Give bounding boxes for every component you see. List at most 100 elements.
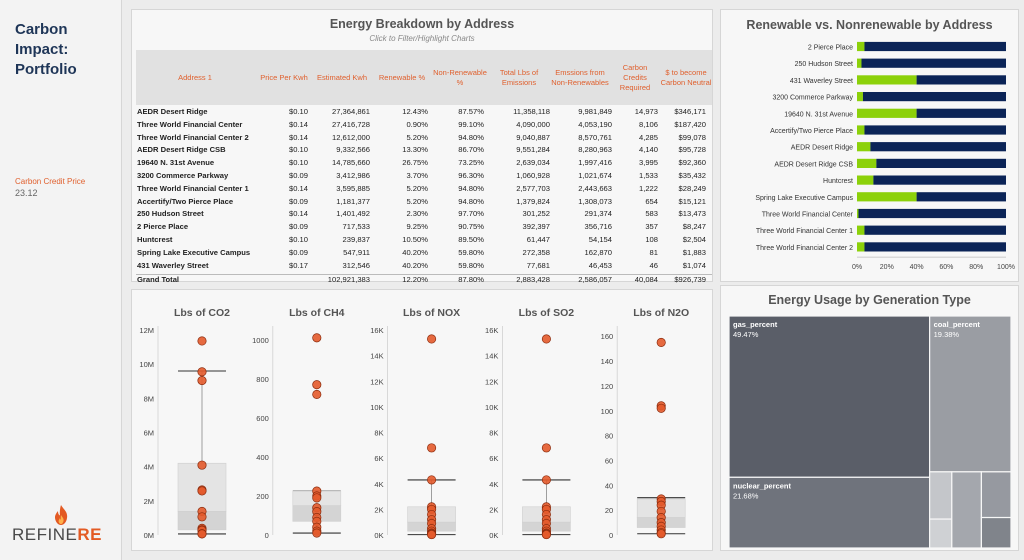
table-cell: 89.50% [458, 235, 484, 244]
nonrenewable-bar[interactable] [858, 208, 1006, 219]
data-point[interactable] [427, 530, 437, 540]
treemap-cell[interactable] [951, 471, 983, 549]
bar-category-label: Three World Financial Center [762, 212, 854, 219]
nonrenewable-bar[interactable] [864, 242, 1006, 252]
data-point[interactable] [197, 336, 207, 346]
nonrenewable-bar[interactable] [873, 175, 1006, 185]
table-row[interactable]: 19640 N. 31st Avenue $0.10 14,785,660 26.75… [136, 158, 712, 171]
treemap-cell[interactable] [980, 471, 1012, 519]
table-row[interactable]: 2 Pierce Place $0.09 717,533 9.25% 90.75% 392… [136, 222, 712, 235]
nonrenewable-bar[interactable] [864, 125, 1006, 135]
nonrenewable-bar[interactable] [916, 192, 1006, 202]
carbon-credit-price-value[interactable]: 23.12 [15, 188, 38, 198]
data-point[interactable] [541, 334, 551, 344]
table-row[interactable]: Three World Financial Center 2 $0.14 12,61… [136, 133, 712, 146]
table-row[interactable]: Three World Financial Center $0.14 27,416,… [136, 120, 712, 133]
column-header[interactable]: Emssions from Non-Renewables [551, 67, 609, 87]
treemap-cell[interactable] [728, 476, 931, 549]
renewable-bar[interactable] [857, 225, 865, 235]
renewable-bar[interactable] [857, 192, 917, 202]
table-cell: 96.30% [458, 171, 484, 180]
table-cell: 250 Hudson Street [137, 209, 204, 219]
nonrenewable-bar[interactable] [864, 225, 1006, 235]
renewable-bar[interactable] [857, 125, 865, 135]
renewable-bar[interactable] [857, 242, 865, 252]
table-row[interactable]: 431 Waverley Street $0.17 312,546 40.20% 59.… [136, 261, 712, 274]
table-row[interactable]: Spring Lake Executive Campus $0.09 547,911… [136, 248, 712, 261]
column-header[interactable]: Price Per Kwh [260, 72, 308, 82]
nonrenewable-bar[interactable] [916, 108, 1006, 118]
data-point[interactable] [541, 530, 551, 540]
data-point[interactable] [197, 529, 207, 539]
data-point[interactable] [541, 443, 551, 453]
table-cell: 87.80% [458, 275, 484, 285]
data-point[interactable] [656, 337, 666, 347]
table-cell: 12.20% [402, 275, 428, 285]
data-point[interactable] [656, 403, 666, 413]
data-point[interactable] [427, 475, 437, 485]
column-header[interactable]: Total Lbs of Emissions [499, 67, 539, 87]
column-header[interactable]: $ to become Carbon Neutral [660, 67, 712, 87]
table-total-row[interactable]: Grand Total 102,921,383 12.20% 87.80% 2,883,… [136, 274, 712, 287]
data-point[interactable] [541, 475, 551, 485]
data-point[interactable] [197, 512, 207, 522]
x-tick-label: 60% [939, 264, 953, 271]
column-header[interactable]: Estimated Kwh [316, 72, 368, 82]
table-cell: $8,247 [682, 222, 706, 232]
table-cell: 73.25% [458, 158, 484, 168]
table-row[interactable]: Three World Financial Center 1 $0.14 3,595… [136, 184, 712, 197]
treemap-cell[interactable] [980, 516, 1012, 549]
table-row[interactable]: 3200 Commerce Parkway $0.09 3,412,986 3.70%… [136, 171, 712, 184]
renewable-bar[interactable] [857, 142, 871, 152]
renewable-bar[interactable] [857, 175, 874, 185]
data-point[interactable] [427, 443, 437, 453]
column-header[interactable]: Renewable % [378, 72, 426, 82]
table-cell: 59.80% [458, 260, 484, 270]
nonrenewable-bar[interactable] [916, 75, 1006, 85]
nonrenewable-bar[interactable] [862, 92, 1006, 102]
bar-category-label: Three World Financial Center 2 [756, 245, 853, 252]
data-point[interactable] [312, 528, 322, 538]
data-point[interactable] [197, 486, 207, 496]
table-row[interactable]: AEDR Desert Ridge $0.10 27,364,861 12.43% 87… [136, 107, 712, 120]
table-row[interactable]: Huntcrest $0.10 239,837 10.50% 89.50% 61,447 5… [136, 235, 712, 248]
renewable-bar[interactable] [857, 41, 865, 52]
nonrenewable-bar[interactable] [864, 41, 1006, 52]
nonrenewable-bar[interactable] [870, 142, 1006, 152]
data-point[interactable] [656, 529, 666, 539]
data-point[interactable] [312, 380, 322, 390]
column-header[interactable]: Carbon Credits Required [619, 62, 651, 92]
table-row[interactable]: Accertify/Two Pierce Place $0.09 1,181,377… [136, 197, 712, 210]
nonrenewable-bar[interactable] [876, 158, 1006, 168]
data-point[interactable] [197, 367, 207, 377]
renewable-bar[interactable] [857, 58, 862, 68]
treemap-cell[interactable] [929, 518, 953, 549]
column-header[interactable]: Non-Renewable % [433, 67, 487, 87]
y-tick-label: 400 [256, 453, 269, 462]
table-cell: 1,181,377 [336, 196, 370, 206]
treemap-cell[interactable] [728, 315, 931, 478]
table-cell: 10.50% [402, 235, 428, 244]
renewable-bar[interactable] [857, 92, 863, 102]
data-point[interactable] [312, 389, 322, 399]
renewable-bar[interactable] [857, 108, 917, 118]
data-point[interactable] [197, 460, 207, 470]
data-point[interactable] [427, 334, 437, 344]
data-point[interactable] [312, 493, 322, 503]
treemap-cell[interactable] [929, 315, 1012, 473]
column-header[interactable]: Address 1 [178, 72, 212, 82]
table-cell: $0.10 [288, 107, 308, 116]
data-point[interactable] [197, 376, 207, 386]
table-row[interactable]: 250 Hudson Street $0.14 1,401,492 2.30% 97.7… [136, 209, 712, 222]
table-cell: 27,364,861 [331, 107, 370, 116]
renewable-bar[interactable] [857, 208, 859, 219]
renewable-bar[interactable] [857, 75, 917, 85]
renewable-bar[interactable] [857, 158, 877, 168]
data-point[interactable] [312, 333, 322, 343]
table-row[interactable]: AEDR Desert Ridge CSB $0.10 9,332,566 13.30… [136, 145, 712, 158]
treemap-cell[interactable] [929, 471, 953, 520]
table-cell: 46,453 [588, 260, 612, 270]
y-tick-label: 0M [144, 531, 154, 540]
nonrenewable-bar[interactable] [861, 58, 1006, 68]
